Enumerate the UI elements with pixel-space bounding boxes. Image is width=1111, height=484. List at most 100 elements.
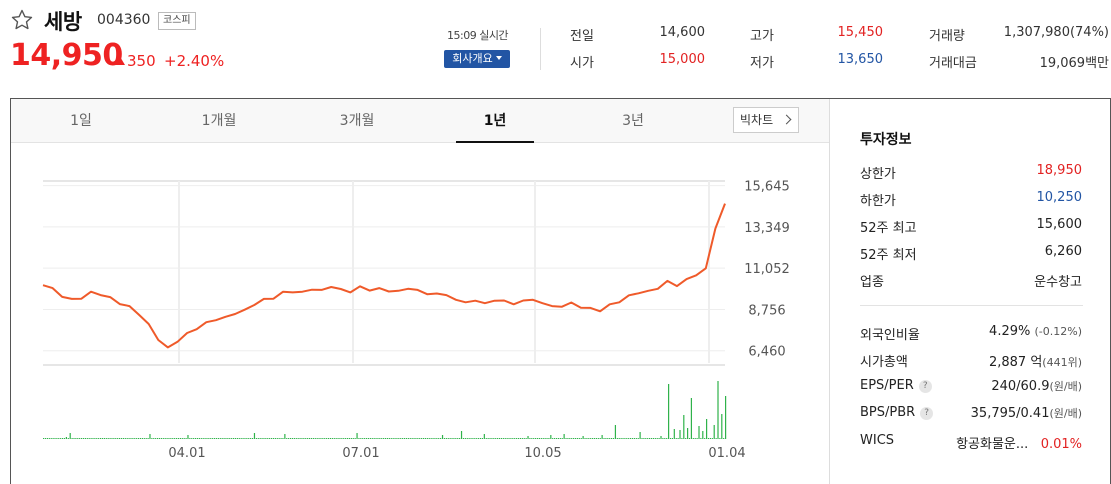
- volume-bar: [267, 438, 269, 439]
- volume-bar: [189, 438, 191, 439]
- tab-3year[interactable]: 3년: [622, 113, 644, 129]
- volume-bar: [107, 438, 109, 439]
- volume-bar: [373, 438, 375, 439]
- industry-value[interactable]: 운수창고: [1034, 275, 1082, 290]
- volume-bar: [183, 438, 185, 439]
- volume-bar: [206, 438, 208, 439]
- bps-pbr-value: 35,795/0.41: [970, 406, 1050, 421]
- volume-bar: [250, 438, 252, 439]
- volume-bar: [236, 438, 238, 439]
- volume-bar: [360, 438, 362, 439]
- volume-bar: [337, 438, 339, 439]
- big-chart-button[interactable]: 빅차트: [733, 107, 799, 133]
- volume-bar: [445, 438, 447, 439]
- volume-bar: [422, 438, 425, 439]
- lower-limit-value: 10,250: [1036, 190, 1083, 205]
- help-icon[interactable]: ?: [920, 407, 934, 420]
- volume-bar: [432, 438, 434, 439]
- volume-bar: [580, 438, 582, 439]
- market-cap-value: 2,887 억: [988, 355, 1043, 370]
- volume-bar: [493, 438, 495, 439]
- volume-bar: [56, 438, 58, 439]
- volume-bar: [402, 438, 404, 439]
- volume-bar: [333, 438, 335, 439]
- volume-bar: [635, 438, 637, 439]
- volume-bar: [109, 438, 111, 439]
- tab-1month[interactable]: 1개월: [201, 113, 237, 129]
- volume-bar: [593, 438, 596, 439]
- volume-bar: [460, 431, 463, 439]
- volume-bar: [485, 438, 487, 439]
- volume-bar: [113, 438, 115, 439]
- volume-bar: [343, 438, 345, 439]
- volume-bar: [565, 438, 567, 439]
- tab-1day[interactable]: 1일: [70, 113, 92, 129]
- volume-bar: [151, 438, 153, 439]
- volume-bar: [375, 438, 377, 439]
- volume-bar: [312, 438, 314, 439]
- volume-bar: [130, 438, 132, 439]
- volume-bar: [491, 438, 493, 439]
- volume-bar: [531, 438, 533, 439]
- foreign-ratio-label: 외국인비율: [860, 328, 920, 343]
- volume-bar: [607, 438, 609, 439]
- tab-1year[interactable]: 1년: [456, 99, 534, 143]
- volume-bar: [415, 438, 417, 439]
- volume-bar: [308, 438, 311, 439]
- volume-bar: [162, 438, 164, 439]
- price-change-percent: +2.40%: [164, 52, 225, 70]
- company-info-button[interactable]: 회사개요: [444, 50, 510, 68]
- volume-bar: [554, 438, 556, 439]
- volume-bar: [274, 438, 276, 439]
- volume-bar: [331, 438, 333, 439]
- volume-bar: [118, 438, 121, 439]
- wics-value[interactable]: 항공화물운...: [956, 437, 1029, 452]
- eps-per-value: 240/60.9: [991, 379, 1050, 394]
- volume-bar: [246, 438, 248, 439]
- volume-bar: [234, 438, 237, 439]
- y-axis-labels: 15,645 13,349 11,052 8,756 6,460: [744, 180, 790, 360]
- volume-bar: [561, 438, 563, 439]
- volume-bar: [213, 438, 216, 439]
- volume-bar: [345, 438, 347, 439]
- volume-bar: [297, 438, 299, 439]
- volume-bar: [618, 438, 620, 439]
- high-value: 15,450: [837, 25, 884, 40]
- volume-bar: [299, 438, 301, 439]
- volume-bar: [466, 438, 468, 439]
- volume-bar: [614, 425, 617, 439]
- volume-bar: [601, 435, 603, 439]
- volume-bar: [117, 438, 119, 439]
- trade-amount-label: 거래대금: [929, 56, 977, 71]
- volume-bar: [709, 438, 712, 439]
- volume-bar: [160, 438, 162, 439]
- volume-bar: [63, 438, 66, 439]
- volume-bar: [179, 438, 181, 439]
- volume-bar: [673, 429, 675, 439]
- volume-bar: [717, 381, 719, 439]
- volume-bar: [350, 438, 352, 439]
- volume-bar: [248, 438, 250, 439]
- volume-bar: [481, 438, 484, 439]
- tab-3month[interactable]: 3개월: [339, 113, 375, 129]
- volume-bar: [364, 438, 366, 439]
- volume-bar: [137, 438, 140, 439]
- volume-bar: [411, 438, 413, 439]
- volume-bar: [174, 438, 176, 439]
- volume-bar: [377, 438, 379, 439]
- volume-bar: [664, 438, 666, 439]
- volume-bar: [698, 426, 700, 439]
- high-label: 고가: [750, 29, 774, 44]
- favorite-star-icon[interactable]: [10, 8, 34, 32]
- volume-bar: [261, 438, 263, 439]
- volume-bar: [156, 438, 159, 439]
- volume-bar: [82, 438, 85, 439]
- volume-bar: [335, 438, 337, 439]
- eps-per-label: EPS/PER?: [860, 378, 932, 393]
- volume-bar: [713, 425, 715, 439]
- volume-bar: [690, 398, 693, 439]
- volume-bar: [495, 438, 497, 439]
- volume-bar: [43, 438, 45, 439]
- help-icon[interactable]: ?: [918, 380, 932, 393]
- low-value: 13,650: [837, 52, 884, 67]
